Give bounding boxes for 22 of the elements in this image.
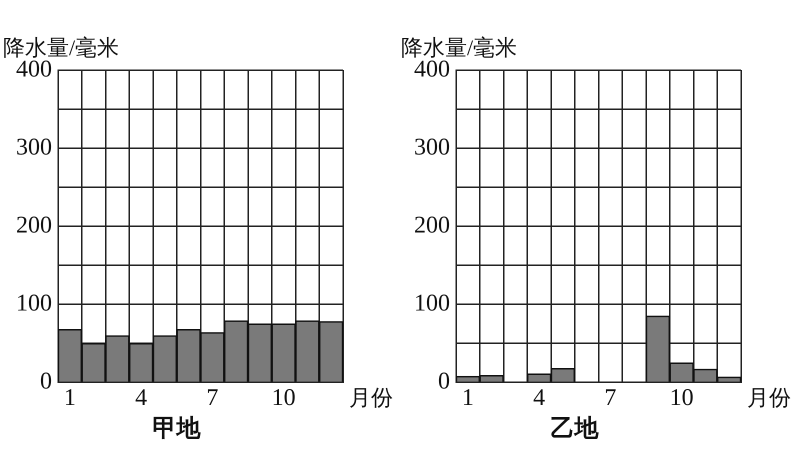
y-tick-label: 0 xyxy=(438,368,450,395)
y-tick-label: 300 xyxy=(414,134,450,160)
y-tick-label: 200 xyxy=(16,212,52,238)
text: 甲地 xyxy=(152,414,202,442)
y-tick-label: 300 xyxy=(16,134,52,160)
x-tick-label: 10 xyxy=(670,385,694,412)
x-tick-label: 4 xyxy=(533,385,546,412)
y-axis-title: 降水量/毫米 xyxy=(3,34,120,60)
x-tick-label: 7 xyxy=(206,385,218,412)
y-tick-label: 0 xyxy=(40,368,52,395)
x-axis-title: 月份 xyxy=(747,385,791,410)
x-tick-label: 7 xyxy=(604,385,616,412)
x-tick-label: 10 xyxy=(272,385,296,412)
y-tick-label: 100 xyxy=(414,290,450,317)
x-axis-title: 月份 xyxy=(349,385,393,410)
x-tick-label: 1 xyxy=(64,385,76,412)
y-tick-label: 200 xyxy=(414,212,450,238)
text: 乙地 xyxy=(550,414,600,442)
x-tick-label: 1 xyxy=(462,385,474,412)
x-tick-label: 4 xyxy=(135,385,148,412)
y-tick-label: 100 xyxy=(16,290,52,317)
y-axis-title: 降水量/毫米 xyxy=(401,34,518,60)
